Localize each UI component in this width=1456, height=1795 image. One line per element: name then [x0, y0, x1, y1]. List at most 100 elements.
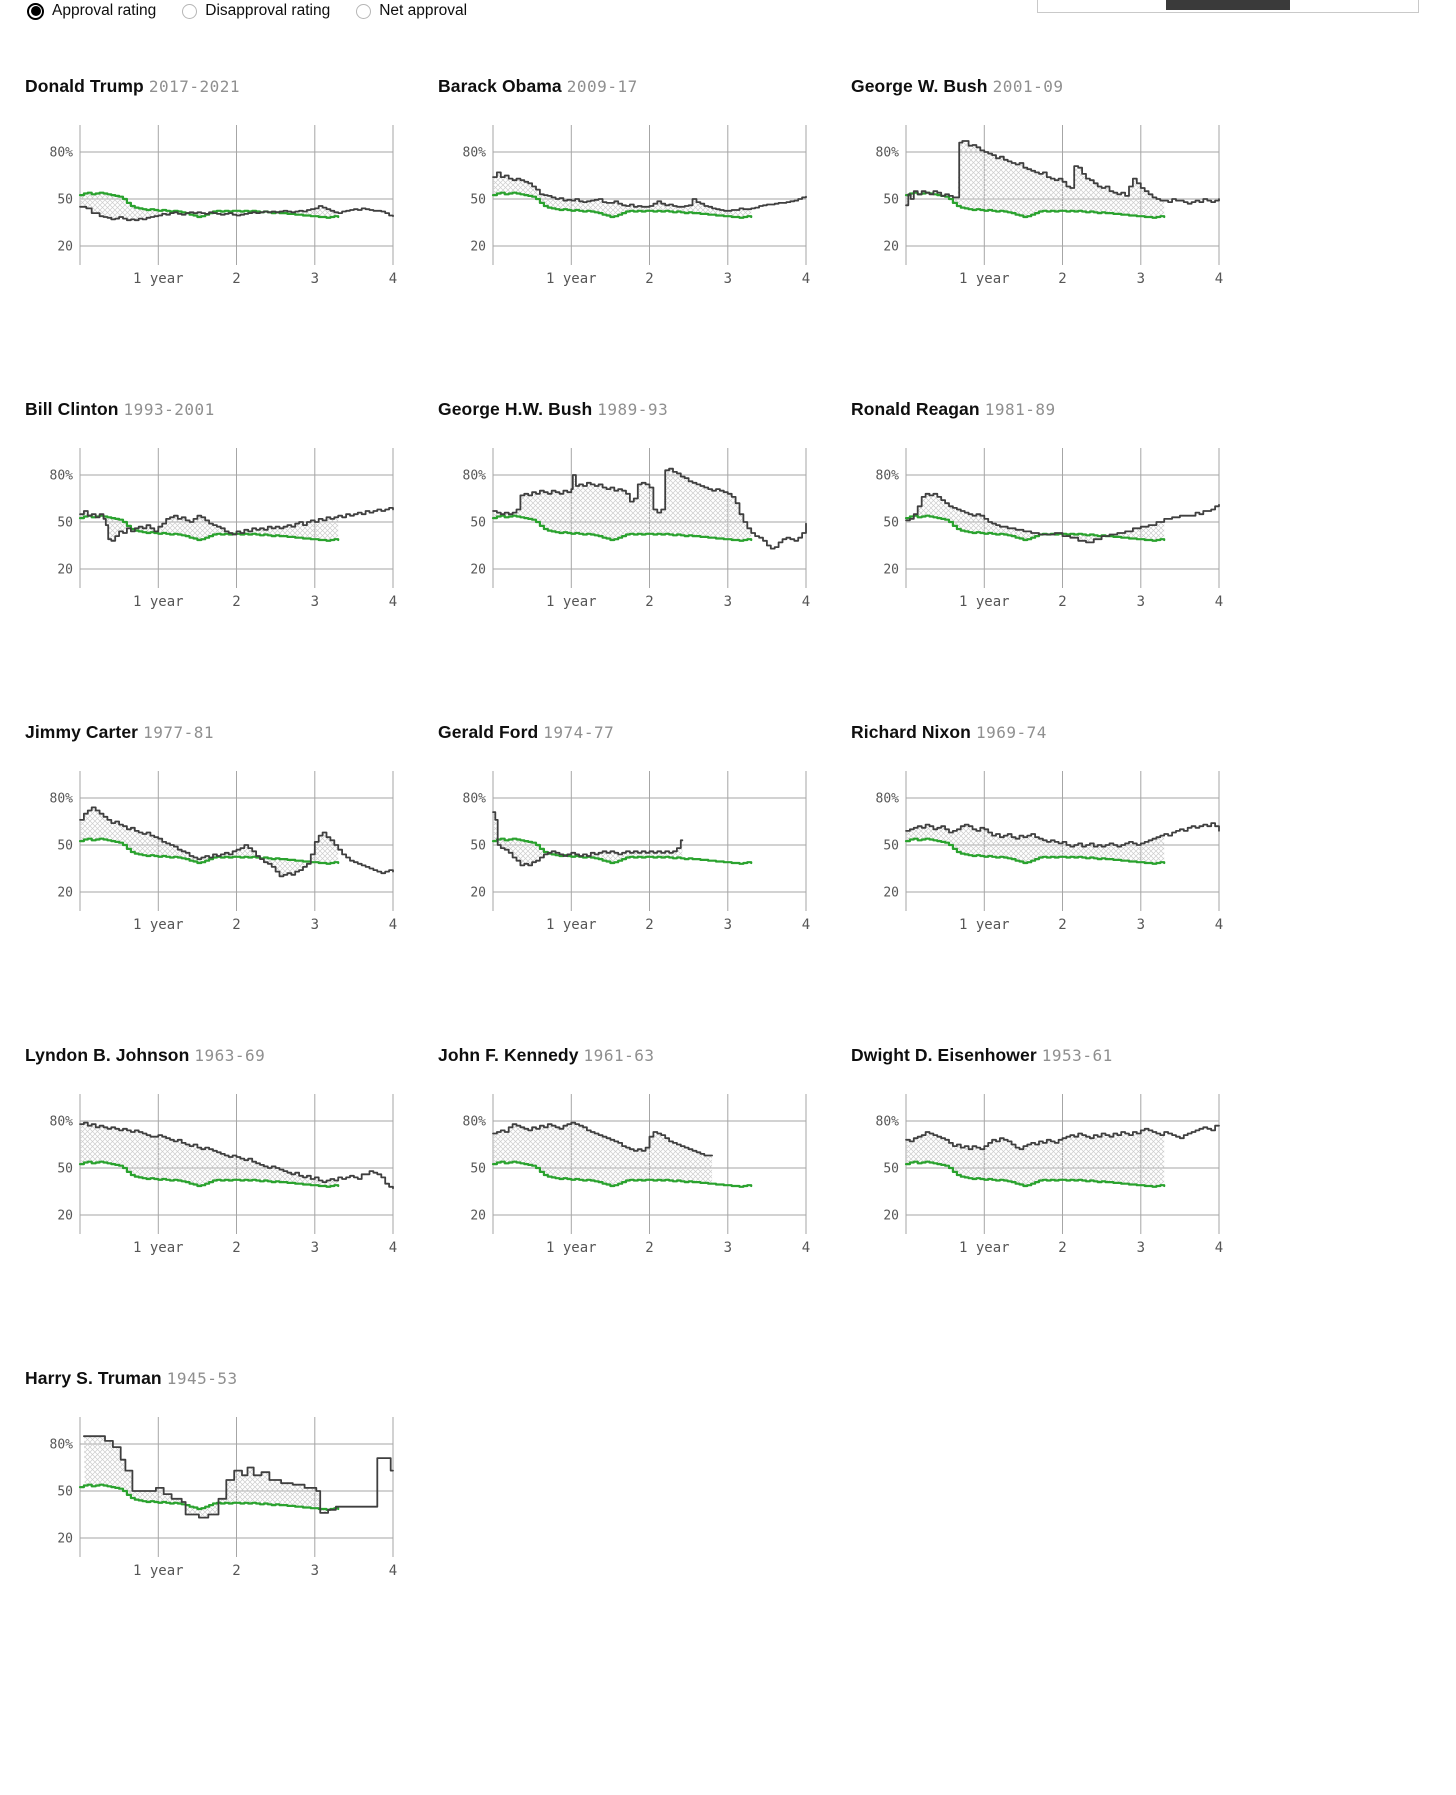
svg-text:80%: 80%	[50, 1115, 74, 1130]
chart-title: Ronald Reagan 1981-89	[851, 399, 1241, 420]
svg-text:20: 20	[57, 563, 73, 578]
approval-chart-donald-trump[interactable]: 80% 50 20 1 year 2 3 4	[25, 115, 415, 296]
svg-text:1 year: 1 year	[959, 271, 1010, 287]
approval-chart-george-h-w-bush[interactable]: 80% 50 20 1 year 2 3 4	[438, 438, 828, 619]
chart-title: Lyndon B. Johnson 1963-69	[25, 1045, 415, 1066]
svg-text:3: 3	[311, 917, 319, 933]
view-toggle-partial[interactable]	[1037, 0, 1419, 13]
approval-chart-john-f-kennedy[interactable]: 80% 50 20 1 year 2 3 4	[438, 1084, 828, 1265]
svg-text:80%: 80%	[876, 469, 900, 484]
president-name: Richard Nixon	[851, 722, 971, 742]
approval-chart-barack-obama[interactable]: 80% 50 20 1 year 2 3 4	[438, 115, 828, 296]
chart-card-lyndon-b-johnson: Lyndon B. Johnson 1963-69 80% 50 20 1 year 2 3…	[25, 1045, 415, 1265]
president-name: Ronald Reagan	[851, 399, 980, 419]
svg-text:3: 3	[1137, 1240, 1145, 1256]
president-years: 1974-77	[543, 723, 615, 742]
svg-text:50: 50	[470, 193, 486, 208]
president-years: 1963-69	[194, 1046, 266, 1065]
radio-icon	[182, 3, 198, 19]
svg-text:20: 20	[57, 886, 73, 901]
svg-text:2: 2	[645, 1240, 653, 1256]
svg-text:2: 2	[232, 917, 240, 933]
top-controls-bar: Approval rating Disapproval rating Net a…	[0, 0, 1456, 40]
svg-text:1 year: 1 year	[959, 917, 1010, 933]
svg-text:80%: 80%	[463, 469, 487, 484]
chart-card-gerald-ford: Gerald Ford 1974-77 80% 50 20 1 year 2 3 4	[438, 722, 828, 942]
president-name: Harry S. Truman	[25, 1368, 162, 1388]
svg-text:50: 50	[57, 516, 73, 531]
chart-card-jimmy-carter: Jimmy Carter 1977-81 80% 50 20 1 year 2 3 4	[25, 722, 415, 942]
svg-text:50: 50	[883, 516, 899, 531]
chart-title: George H.W. Bush 1989-93	[438, 399, 828, 420]
svg-text:80%: 80%	[463, 1115, 487, 1130]
svg-text:80%: 80%	[50, 792, 74, 807]
chart-title: Donald Trump 2017-2021	[25, 76, 415, 97]
svg-text:50: 50	[57, 1162, 73, 1177]
view-toggle-segment-1[interactable]	[1040, 0, 1164, 10]
svg-text:1 year: 1 year	[546, 917, 597, 933]
svg-text:20: 20	[57, 1209, 73, 1224]
radio-label: Disapproval rating	[205, 2, 331, 19]
metric-radio-group: Approval rating Disapproval rating Net a…	[27, 2, 467, 20]
svg-text:20: 20	[883, 1209, 899, 1224]
svg-text:4: 4	[389, 1240, 397, 1256]
svg-text:4: 4	[389, 594, 397, 610]
president-years: 1989-93	[597, 400, 669, 419]
radio-approval-rating[interactable]: Approval rating	[27, 2, 156, 20]
svg-text:2: 2	[645, 271, 653, 287]
chart-title: George W. Bush 2001-09	[851, 76, 1241, 97]
svg-text:3: 3	[1137, 271, 1145, 287]
approval-chart-jimmy-carter[interactable]: 80% 50 20 1 year 2 3 4	[25, 761, 415, 942]
approval-chart-george-w-bush[interactable]: 80% 50 20 1 year 2 3 4	[851, 115, 1241, 296]
approval-chart-richard-nixon[interactable]: 80% 50 20 1 year 2 3 4	[851, 761, 1241, 942]
svg-text:50: 50	[470, 516, 486, 531]
svg-text:4: 4	[1215, 594, 1223, 610]
svg-text:1 year: 1 year	[133, 271, 184, 287]
approval-chart-harry-s-truman[interactable]: 80% 50 20 1 year 2 3 4	[25, 1407, 415, 1588]
chart-card-harry-s-truman: Harry S. Truman 1945-53 80% 50 20 1 year 2 3 4	[25, 1368, 415, 1588]
president-years: 2017-2021	[148, 77, 241, 96]
svg-text:20: 20	[57, 240, 73, 255]
radio-net-approval[interactable]: Net approval	[356, 2, 467, 20]
approval-chart-ronald-reagan[interactable]: 80% 50 20 1 year 2 3 4	[851, 438, 1241, 619]
svg-text:20: 20	[470, 886, 486, 901]
president-years: 2001-09	[992, 77, 1064, 96]
svg-text:50: 50	[57, 193, 73, 208]
svg-text:3: 3	[1137, 594, 1145, 610]
svg-text:80%: 80%	[463, 792, 487, 807]
svg-text:50: 50	[883, 1162, 899, 1177]
svg-text:50: 50	[57, 839, 73, 854]
svg-text:3: 3	[311, 594, 319, 610]
approval-chart-lyndon-b-johnson[interactable]: 80% 50 20 1 year 2 3 4	[25, 1084, 415, 1265]
svg-text:2: 2	[645, 594, 653, 610]
svg-text:50: 50	[470, 1162, 486, 1177]
view-toggle-segment-3[interactable]	[1292, 0, 1416, 10]
svg-text:4: 4	[802, 271, 810, 287]
view-toggle-segment-2[interactable]	[1166, 0, 1290, 10]
svg-text:80%: 80%	[50, 469, 74, 484]
chart-card-barack-obama: Barack Obama 2009-17 80% 50 20 1 year 2 3 4	[438, 76, 828, 296]
approval-chart-bill-clinton[interactable]: 80% 50 20 1 year 2 3 4	[25, 438, 415, 619]
svg-text:3: 3	[1137, 917, 1145, 933]
svg-text:1 year: 1 year	[133, 1240, 184, 1256]
radio-disapproval-rating[interactable]: Disapproval rating	[182, 2, 330, 20]
svg-text:2: 2	[1058, 1240, 1066, 1256]
svg-text:2: 2	[232, 594, 240, 610]
svg-text:2: 2	[645, 917, 653, 933]
president-years: 1945-53	[166, 1369, 238, 1388]
chart-title: Harry S. Truman 1945-53	[25, 1368, 415, 1389]
svg-text:4: 4	[802, 594, 810, 610]
svg-text:20: 20	[883, 886, 899, 901]
approval-chart-gerald-ford[interactable]: 80% 50 20 1 year 2 3 4	[438, 761, 828, 942]
svg-text:20: 20	[883, 240, 899, 255]
svg-text:3: 3	[724, 917, 732, 933]
svg-text:80%: 80%	[876, 146, 900, 161]
radio-icon	[27, 2, 44, 20]
svg-text:80%: 80%	[50, 1438, 74, 1453]
president-years: 1969-74	[975, 723, 1047, 742]
approval-chart-dwight-d-eisenhower[interactable]: 80% 50 20 1 year 2 3 4	[851, 1084, 1241, 1265]
svg-text:1 year: 1 year	[546, 594, 597, 610]
chart-title: Bill Clinton 1993-2001	[25, 399, 415, 420]
svg-text:3: 3	[311, 1240, 319, 1256]
charts-grid: Donald Trump 2017-2021 80% 50 20 1 year 2 3 4 B…	[25, 76, 1456, 1691]
